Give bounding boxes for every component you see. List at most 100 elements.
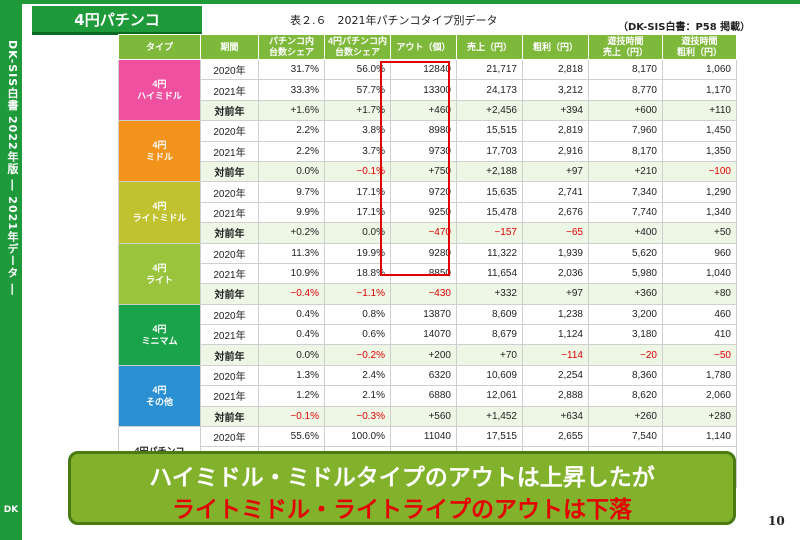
period-cell: 2020年: [200, 364, 259, 387]
page-number: 10: [768, 514, 785, 528]
value-cell: 11,654: [456, 262, 523, 285]
value-cell: 8,360: [588, 364, 663, 387]
value-cell: +200: [390, 344, 457, 366]
value-cell: +280: [662, 405, 737, 428]
value-cell: −0.1%: [324, 160, 391, 183]
value-cell: 1,060: [662, 58, 737, 81]
column-header: アウト（個）: [390, 34, 457, 60]
value-cell: 7,740: [588, 201, 663, 224]
value-cell: +2,188: [456, 160, 523, 183]
period-cell: 対前年: [200, 99, 259, 122]
period-cell: 2020年: [200, 181, 259, 203]
value-cell: 1,290: [662, 181, 737, 203]
value-cell: 12,061: [456, 385, 523, 407]
value-cell: +70: [456, 344, 523, 366]
value-cell: +80: [662, 283, 737, 305]
period-cell: 対前年: [200, 405, 259, 428]
value-cell: 1,140: [662, 426, 737, 448]
period-cell: 対前年: [200, 222, 259, 244]
value-cell: 1,350: [662, 140, 737, 162]
type-label: 4円 ミドル: [118, 120, 201, 183]
value-cell: +97: [522, 160, 589, 183]
table-row: 対前年 −0.1% −0.3% +560 +1,452 +634 +260 +280: [119, 405, 737, 428]
value-cell: 1,450: [662, 120, 737, 142]
value-cell: −100: [662, 160, 737, 183]
value-cell: 3,180: [588, 324, 663, 346]
table-body: 4円 ハイミドル 2020年 31.7% 56.0% 12840 21,717 2,818 8,…: [118, 58, 737, 489]
banner-line-2: ライトミドル・ライトライプのアウトは下落: [172, 497, 632, 523]
value-cell: 11,322: [456, 242, 523, 264]
value-cell: 9.7%: [258, 181, 325, 203]
value-cell: −0.2%: [324, 344, 391, 366]
value-cell: +332: [456, 283, 523, 305]
value-cell: 2.4%: [324, 364, 391, 387]
value-cell: 33.3%: [258, 79, 325, 101]
period-cell: 2021年: [200, 201, 259, 224]
value-cell: 5,620: [588, 242, 663, 264]
period-cell: 対前年: [200, 160, 259, 183]
value-cell: 8,170: [588, 140, 663, 162]
value-cell: −0.4%: [258, 283, 325, 305]
value-cell: 2,819: [522, 120, 589, 142]
table-row: 対前年 0.0% −0.2% +200 +70 −114 −20 −50: [119, 344, 737, 366]
table-row: 2021年 1.2% 2.1% 6880 12,061 2,888 8,620 2,060: [119, 385, 737, 407]
header-row: タイプ 期間 パチンコ内 台数シェア 4円パチンコ内 台数シェア アウト（個） 売上（円） 粗利…: [118, 34, 737, 60]
table-row: 対前年 +1.6% +1.7% +460 +2,456 +394 +600 +110: [119, 99, 737, 122]
period-cell: 対前年: [200, 344, 259, 366]
value-cell: 15,515: [456, 120, 523, 142]
value-cell: −157: [456, 222, 523, 244]
period-cell: 2021年: [200, 262, 259, 285]
value-cell: 11040: [390, 426, 457, 448]
table-row: 4円パチンコ小計2020年55.6%100.0%1104017,5152,655…: [118, 426, 737, 489]
period-cell: 2021年: [200, 79, 259, 101]
value-cell: −470: [390, 222, 457, 244]
value-cell: +0.2%: [258, 222, 325, 244]
value-cell: −0.1%: [258, 405, 325, 428]
value-cell: 1,780: [662, 364, 737, 387]
column-header: パチンコ内 台数シェア: [258, 34, 325, 60]
column-header: 粗利（円）: [522, 34, 589, 60]
value-cell: 1,040: [662, 262, 737, 285]
value-cell: 2,060: [662, 385, 737, 407]
value-cell: +634: [522, 405, 589, 428]
period-cell: 2020年: [200, 426, 259, 448]
value-cell: +394: [522, 99, 589, 122]
table-row: 4円 ライト 2020年 11.3% 19.9% 9280 11,322 1,939 5,620…: [118, 242, 737, 305]
column-header: 期間: [200, 34, 259, 60]
sidebar-title: DK-SIS白書 2022年版 ― 2021年データ ―: [6, 40, 19, 296]
value-cell: 1.3%: [258, 364, 325, 387]
type-label: 4円 ハイミドル: [118, 58, 201, 122]
value-cell: 0.0%: [324, 222, 391, 244]
brand-logo: DK: [3, 505, 19, 515]
value-cell: 17,703: [456, 140, 523, 162]
value-cell: +560: [390, 405, 457, 428]
value-cell: 6880: [390, 385, 457, 407]
value-cell: 8,609: [456, 303, 523, 326]
value-cell: +97: [522, 283, 589, 305]
value-cell: 0.6%: [324, 324, 391, 346]
value-cell: +1.6%: [258, 99, 325, 122]
table-row: 2021年 10.9% 18.8% 8850 11,654 2,036 5,980 1,040: [119, 262, 737, 285]
value-cell: −0.3%: [324, 405, 391, 428]
value-cell: 21,717: [456, 58, 523, 81]
value-cell: +400: [588, 222, 663, 244]
value-cell: 6320: [390, 364, 457, 387]
value-cell: 2.2%: [258, 140, 325, 162]
value-cell: 0.8%: [324, 303, 391, 326]
conclusion-banner: ハイミドル・ミドルタイプのアウトは上昇したが ライトミドル・ライトライプのアウト…: [68, 451, 736, 525]
value-cell: 8,620: [588, 385, 663, 407]
table-row: 対前年 −0.4% −1.1% −430 +332 +97 +360 +80: [119, 283, 737, 305]
banner-line-1: ハイミドル・ミドルタイプのアウトは上昇したが: [149, 465, 655, 491]
value-cell: 7,960: [588, 120, 663, 142]
value-cell: 15,635: [456, 181, 523, 203]
out-column-highlight: [380, 61, 450, 276]
period-cell: 2020年: [200, 120, 259, 142]
value-cell: 8,170: [588, 58, 663, 81]
value-cell: −1.1%: [324, 283, 391, 305]
value-cell: 5,980: [588, 262, 663, 285]
column-header: 遊技時間 売上（円）: [588, 34, 663, 60]
value-cell: −65: [522, 222, 589, 244]
value-cell: 1,170: [662, 79, 737, 101]
value-cell: 0.4%: [258, 303, 325, 326]
value-cell: 8,770: [588, 79, 663, 101]
